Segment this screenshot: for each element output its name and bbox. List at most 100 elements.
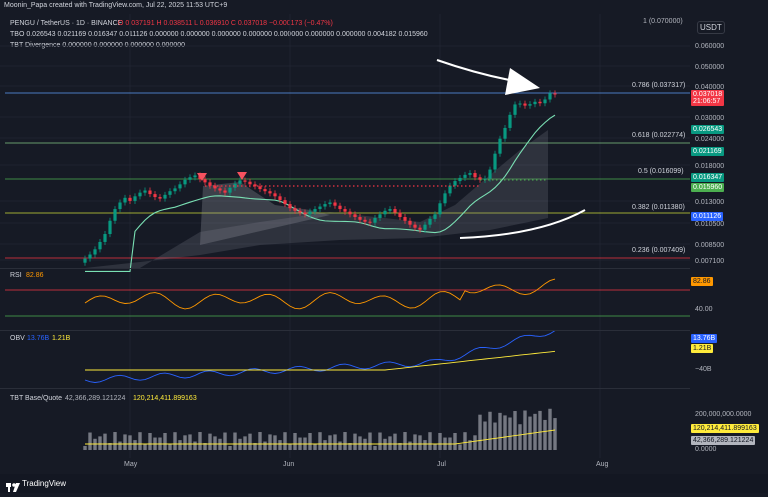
ohlc-line: O 0.037191 H 0.038511 L 0.036910 C 0.037… bbox=[118, 20, 333, 27]
volume-bar bbox=[473, 435, 477, 450]
candle-body bbox=[388, 209, 392, 211]
candle-body bbox=[208, 182, 212, 186]
obv-value: 13.76B bbox=[27, 335, 50, 342]
candle-body bbox=[258, 186, 262, 190]
candle-body bbox=[158, 197, 162, 199]
volume-bar bbox=[213, 436, 217, 450]
volume-bar bbox=[418, 435, 422, 450]
candle-body bbox=[328, 202, 332, 205]
credit-text: Moonin_Papa created with TradingView.com… bbox=[4, 2, 228, 9]
volume-bar bbox=[328, 435, 332, 450]
symbol-line[interactable]: PENGU / TetherUS · 1D · BINANCE bbox=[10, 20, 123, 27]
volume-bar bbox=[278, 440, 282, 450]
volume-bar bbox=[258, 432, 262, 450]
rsi-title[interactable]: RSI bbox=[10, 272, 22, 279]
volume-bar bbox=[513, 411, 517, 450]
volume-bar bbox=[228, 445, 232, 450]
volume-bar bbox=[433, 444, 437, 450]
candle-body bbox=[128, 197, 132, 201]
candle-body bbox=[368, 221, 372, 223]
volume-bar bbox=[343, 432, 347, 450]
volume-bar bbox=[103, 433, 107, 450]
volume-bar bbox=[203, 443, 207, 450]
volume-bar bbox=[458, 444, 462, 450]
price-tick: 0.060000 bbox=[695, 43, 725, 50]
annotation-curve bbox=[459, 209, 586, 239]
volume-bar bbox=[493, 422, 497, 450]
volume-bar bbox=[178, 440, 182, 450]
obv-ma-line bbox=[85, 350, 556, 371]
volume-bar bbox=[193, 441, 197, 450]
candle-body bbox=[278, 196, 282, 201]
fib-label-0236: 0.236 (0.007409) bbox=[632, 247, 686, 254]
candle-body bbox=[288, 204, 292, 209]
rsi-axis-label: 82.86 bbox=[691, 277, 713, 286]
candle-body bbox=[133, 196, 137, 201]
volume-bar bbox=[288, 444, 292, 450]
rsi-value: 82.86 bbox=[26, 272, 44, 279]
volume-bar bbox=[353, 433, 357, 450]
candle-body bbox=[513, 104, 517, 115]
volume-bar bbox=[108, 442, 112, 450]
candle-body bbox=[343, 209, 347, 212]
candle-body bbox=[283, 200, 287, 205]
volume-bar bbox=[533, 413, 537, 450]
fib-label-0382: 0.382 (0.011380) bbox=[632, 204, 685, 211]
volume-bar bbox=[453, 433, 457, 450]
volume-bar bbox=[248, 433, 252, 450]
candle-body bbox=[443, 193, 447, 204]
annotation-arrow bbox=[436, 59, 521, 83]
tbo-label-1: 0.026543 bbox=[691, 125, 725, 134]
candle-body bbox=[268, 191, 272, 194]
candle-body bbox=[433, 214, 437, 219]
time-axis[interactable] bbox=[0, 458, 690, 472]
tbo-band bbox=[85, 130, 548, 268]
candle-body bbox=[213, 185, 217, 189]
volume-bar bbox=[88, 432, 92, 450]
candle-body bbox=[418, 227, 422, 230]
volume-bar bbox=[273, 435, 277, 450]
candle-body bbox=[538, 101, 542, 104]
candle-body bbox=[228, 187, 232, 193]
volume-bar bbox=[283, 432, 287, 450]
obv-axis-label: 13.76B bbox=[691, 334, 718, 343]
volume-bar bbox=[98, 436, 102, 450]
volume-bar bbox=[268, 434, 272, 450]
x-label-may: May bbox=[124, 461, 138, 468]
price-axis[interactable] bbox=[690, 14, 768, 459]
volume-bar bbox=[398, 442, 402, 450]
sell-marker bbox=[197, 173, 207, 181]
candle-body bbox=[468, 173, 472, 175]
currency-button[interactable]: USDT bbox=[697, 21, 725, 34]
candle-body bbox=[498, 138, 502, 154]
tbo-line[interactable]: TBO 0.026543 0.021169 0.016347 0.011126 … bbox=[10, 31, 428, 38]
volume-bar bbox=[183, 435, 187, 450]
volume-tick: 0.0000 bbox=[695, 446, 717, 453]
candle-body bbox=[543, 99, 547, 104]
volume-bar bbox=[498, 412, 502, 450]
candle-body bbox=[483, 178, 487, 180]
obv-title[interactable]: OBV bbox=[10, 335, 25, 342]
candle-body bbox=[263, 189, 267, 192]
candle-body bbox=[323, 204, 327, 207]
tbo-label-4: 0.015960 bbox=[691, 183, 725, 192]
panel-separator[interactable] bbox=[0, 388, 690, 389]
volume-value-1: 42,366,289.121224 bbox=[65, 395, 126, 402]
top-bar bbox=[0, 0, 768, 14]
footer-bar: TradingView bbox=[0, 474, 768, 493]
volume-title[interactable]: TBT Base/Quote bbox=[10, 395, 63, 402]
price-tick: 0.040000 bbox=[695, 84, 725, 91]
panel-separator[interactable] bbox=[0, 330, 690, 331]
volume-bar bbox=[548, 408, 552, 450]
volume-bar bbox=[173, 432, 177, 450]
volume-bar bbox=[348, 443, 352, 450]
candle-body bbox=[553, 93, 557, 95]
volume-bar bbox=[488, 411, 492, 450]
panel-separator[interactable] bbox=[0, 268, 690, 269]
candle-body bbox=[378, 214, 382, 218]
candle-body bbox=[533, 101, 537, 105]
volume-bar bbox=[128, 435, 132, 450]
candle-body bbox=[373, 217, 377, 223]
candle-body bbox=[453, 181, 457, 186]
